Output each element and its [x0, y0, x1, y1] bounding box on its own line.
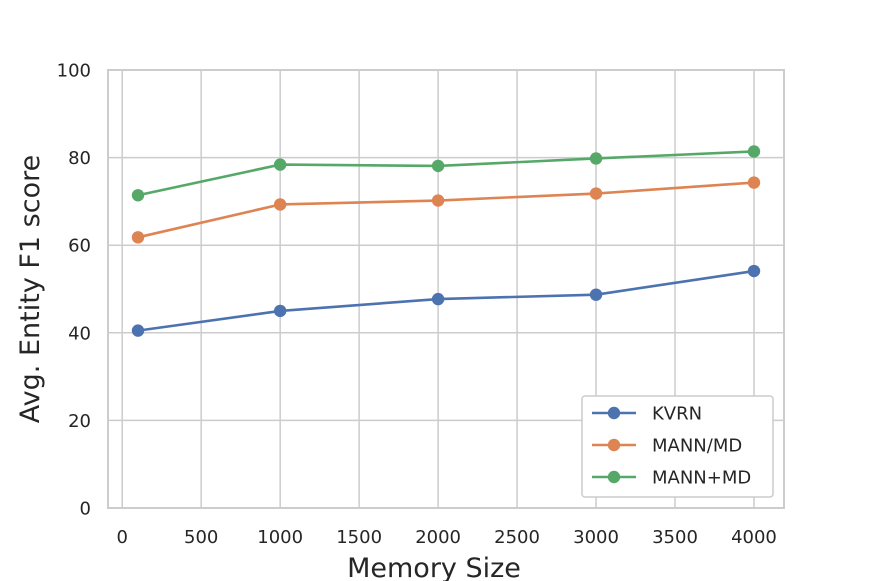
x-tick-label: 500 [184, 527, 218, 548]
y-axis-title: Avg. Entity F1 score [15, 155, 46, 423]
series-line [137, 269, 755, 332]
legend-swatch-marker [607, 470, 621, 484]
legend: KVRN MANN/MD MANN+MD [581, 395, 774, 498]
data-point [589, 187, 603, 200]
legend-entry: MANN/MD [592, 436, 742, 457]
data-point [431, 159, 445, 173]
x-tick-label: 2000 [415, 527, 461, 548]
legend-entry: KVRN [592, 404, 702, 425]
y-tick-label: 80 [68, 148, 91, 169]
y-tick-label: 60 [68, 236, 91, 257]
data-point [131, 324, 145, 337]
data-point [131, 231, 145, 244]
tick-labels: 0 500 1000 1500 2000 2500 3000 3500 4000 0 20 40 60 8… [57, 61, 777, 549]
x-tick-label: 4000 [731, 527, 777, 548]
legend-swatch-marker [607, 406, 621, 420]
legend-label: MANN+MD [652, 468, 751, 489]
data-point [747, 145, 761, 158]
legend-entry: MANN+MD [592, 468, 751, 489]
series-layer [131, 145, 761, 337]
series-kvrn [131, 264, 761, 337]
data-point [747, 176, 761, 189]
legend-entries: KVRN MANN/MD MANN+MD [592, 404, 751, 489]
x-tick-label: 3500 [652, 527, 698, 548]
data-point [273, 198, 287, 211]
x-tick-label: 0 [116, 527, 127, 548]
data-point [273, 304, 287, 318]
y-tick-label: 40 [68, 323, 91, 344]
grid [108, 69, 784, 509]
series-mann-md [131, 176, 761, 244]
data-point [431, 292, 445, 306]
legend-label: MANN/MD [652, 436, 742, 457]
plot-frame [107, 69, 785, 509]
x-axis-title: Memory Size [347, 553, 521, 581]
x-tick-label: 3000 [573, 527, 619, 548]
legend-swatch-marker [607, 438, 621, 452]
data-point [589, 152, 603, 165]
y-tick-label: 20 [68, 411, 91, 432]
legend-box [581, 395, 774, 498]
y-tick-label: 0 [80, 499, 91, 520]
data-point [589, 288, 603, 301]
series-mann-md [131, 145, 761, 202]
data-point [431, 194, 445, 207]
x-tick-label: 1000 [257, 527, 303, 548]
x-tick-label: 1500 [336, 527, 382, 548]
legend-label: KVRN [652, 404, 702, 425]
x-tick-label: 2500 [494, 527, 540, 548]
data-point [131, 189, 145, 202]
data-point [273, 158, 287, 171]
series-line [137, 181, 755, 239]
y-tick-label: 100 [57, 61, 91, 82]
data-point [747, 264, 761, 278]
